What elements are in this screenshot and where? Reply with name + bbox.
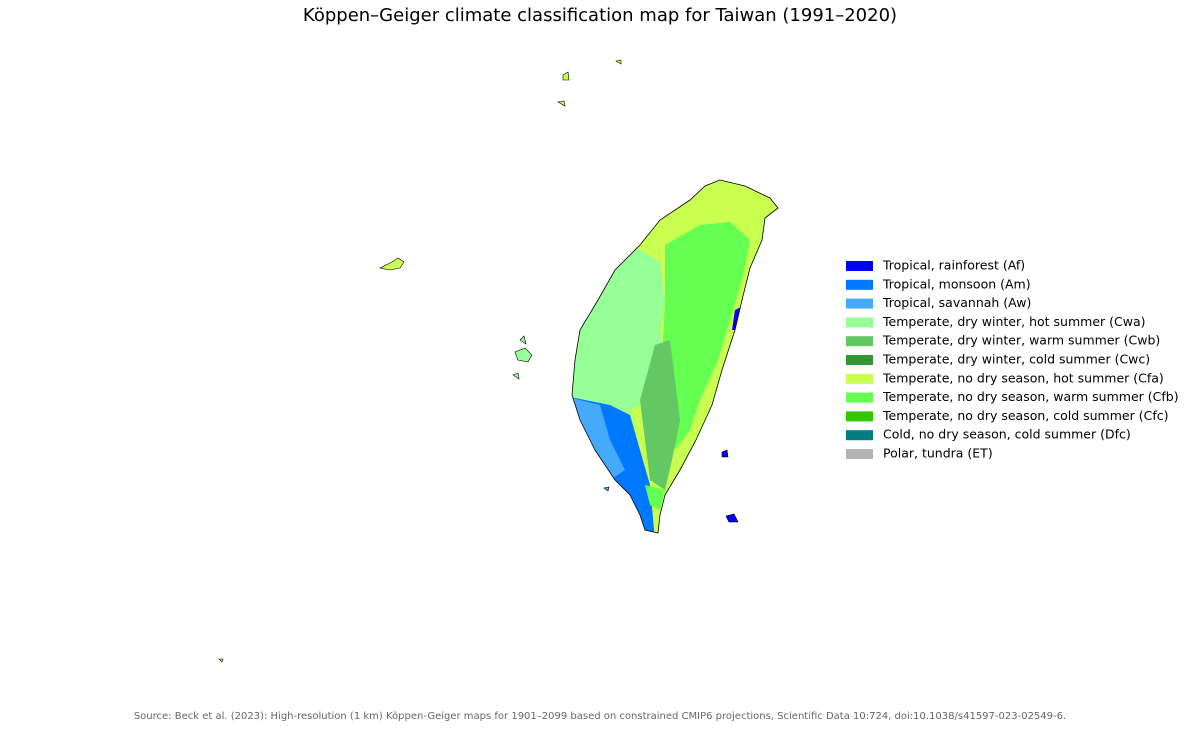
legend-swatch [846, 411, 873, 422]
legend-swatch [846, 261, 873, 271]
taiwan-main-island [572, 180, 778, 533]
legend-label: Temperate, no dry season, cold summer (C… [882, 408, 1168, 423]
legend-label: Tropical, rainforest (Af) [882, 258, 1025, 273]
legend-label: Polar, tundra (ET) [883, 446, 993, 461]
legend-swatch [846, 317, 873, 328]
legend-label: Cold, no dry season, cold summer (Dfc) [883, 427, 1131, 442]
legend-swatch [846, 355, 873, 365]
legend-swatch [846, 298, 873, 309]
small-islands [218, 59, 739, 663]
legend-label: Temperate, dry winter, warm summer (Cwb) [882, 333, 1160, 348]
legend: Tropical, rainforest (Af) Tropical, monso… [846, 258, 1179, 461]
map-title: Köppen–Geiger climate classification map… [303, 5, 897, 26]
legend-label: Temperate, no dry season, hot summer (Cf… [882, 370, 1164, 385]
legend-label: Temperate, dry winter, hot summer (Cwa) [882, 314, 1145, 329]
legend-label: Tropical, savannah (Aw) [882, 295, 1031, 310]
legend-swatch [846, 336, 873, 347]
source-note: Source: Beck et al. (2023): High-resolut… [134, 711, 1066, 722]
legend-label: Temperate, dry winter, cold summer (Cwc) [882, 352, 1150, 367]
coastline [571, 179, 779, 534]
legend-swatch [846, 392, 873, 403]
legend-label: Tropical, monsoon (Am) [882, 276, 1031, 291]
legend-swatch [846, 449, 873, 459]
legend-swatch [846, 373, 873, 384]
legend-swatch [846, 279, 873, 290]
legend-swatch [846, 430, 873, 441]
legend-label: Temperate, no dry season, warm summer (C… [882, 389, 1179, 404]
